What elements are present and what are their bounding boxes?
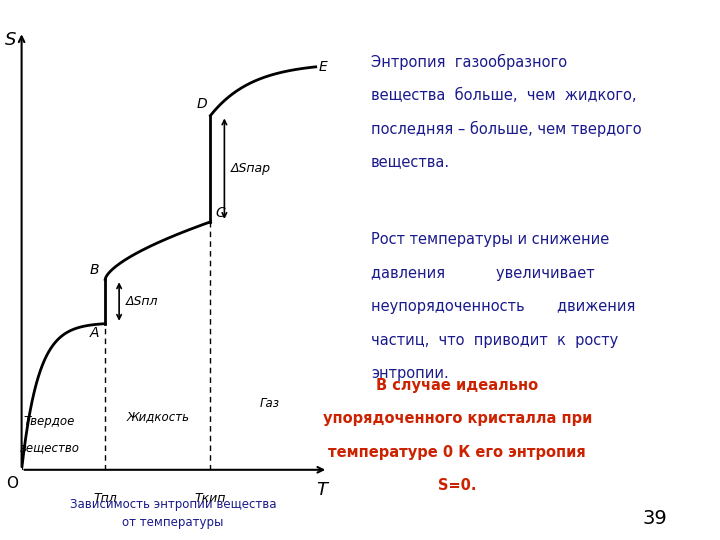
Text: S: S <box>5 31 17 49</box>
Text: температуре 0 К его энтропия: температуре 0 К его энтропия <box>328 445 586 460</box>
Text: от температуры: от температуры <box>122 516 223 529</box>
Text: Рост температуры и снижение: Рост температуры и снижение <box>371 232 609 247</box>
Text: T: T <box>316 481 328 499</box>
Text: E: E <box>319 60 328 74</box>
Text: D: D <box>197 97 207 111</box>
Text: упорядоченного кристалла при: упорядоченного кристалла при <box>323 411 592 427</box>
Text: последняя – больше, чем твердого: последняя – больше, чем твердого <box>371 121 642 137</box>
Text: энтропии.: энтропии. <box>371 366 449 381</box>
Text: Tпл: Tпл <box>94 492 117 505</box>
Text: вещества  больше,  чем  жидкого,: вещества больше, чем жидкого, <box>371 87 636 103</box>
Text: Жидкость: Жидкость <box>126 410 189 423</box>
Text: Tкип: Tкип <box>195 492 226 505</box>
Text: S=0.: S=0. <box>438 478 477 494</box>
Text: O: O <box>6 476 18 490</box>
Text: частиц,  что  приводит  к  росту: частиц, что приводит к росту <box>371 333 618 348</box>
Text: A: A <box>89 326 99 340</box>
Text: Энтропия  газообразного: Энтропия газообразного <box>371 54 567 70</box>
Text: В случае идеально: В случае идеально <box>376 378 539 393</box>
Text: давления           увеличивает: давления увеличивает <box>371 266 595 281</box>
Text: неупорядоченность       движения: неупорядоченность движения <box>371 299 635 314</box>
Text: ΔSпар: ΔSпар <box>230 162 271 175</box>
Text: Зависимость энтропии вещества: Зависимость энтропии вещества <box>70 498 276 511</box>
Text: Твердое: Твердое <box>24 415 75 428</box>
Text: вещество: вещество <box>19 441 79 454</box>
Text: ΔSпл: ΔSпл <box>125 295 158 308</box>
Text: 39: 39 <box>643 509 667 528</box>
Text: C: C <box>215 206 225 220</box>
Text: B: B <box>89 263 99 277</box>
Text: Газ: Газ <box>259 397 279 410</box>
Text: вещества.: вещества. <box>371 154 450 170</box>
